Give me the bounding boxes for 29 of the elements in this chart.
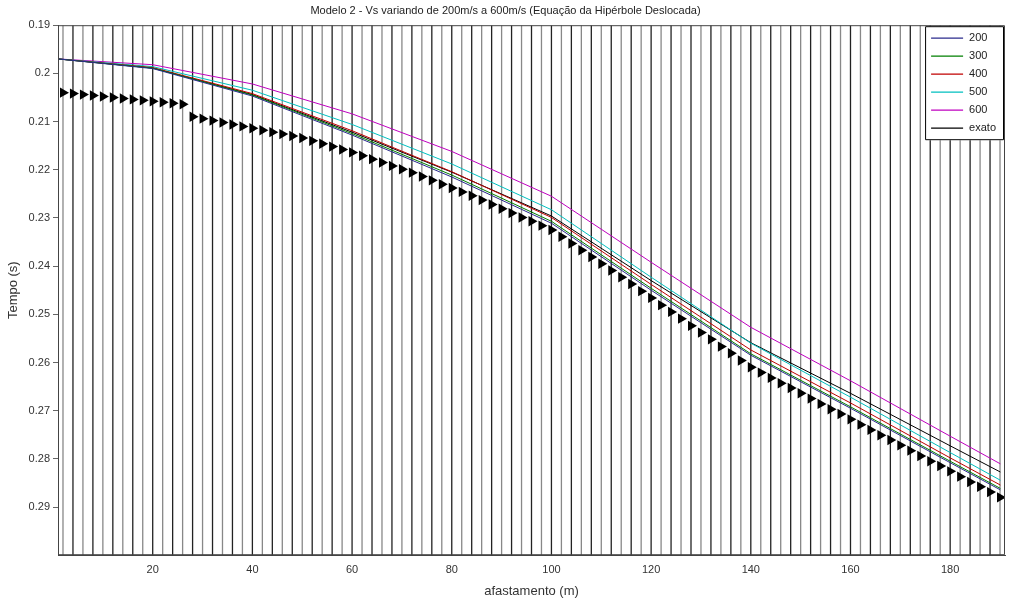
x-tick-label: 40 [246,562,259,575]
x-tick-label: 160 [841,562,860,575]
chart-title: Modelo 2 - Vs variando de 200m/s a 600m/s (Equação da Hipérbole Deslocada) [310,3,701,16]
legend-label: 200 [969,31,988,44]
y-tick-label: 0.26 [28,355,51,368]
legend-label: 600 [969,103,988,116]
x-axis-title: afastamento (m) [484,582,579,598]
x-tick-label: 100 [542,562,561,575]
y-tick-label: 0.23 [28,210,51,223]
x-tick-label: 20 [146,562,159,575]
y-tick-label: 0.28 [28,451,51,464]
y-tick-label: 0.22 [28,162,51,175]
legend-label: 400 [969,67,988,80]
legend-label: 300 [969,49,988,62]
y-tick-label: 0.24 [28,259,51,272]
y-tick-label: 0.25 [28,307,51,320]
y-tick-label: 0.27 [28,403,51,416]
x-tick-label: 120 [641,562,661,575]
x-tick-label: 140 [741,562,760,575]
legend-label: exato [969,121,997,134]
y-tick-label: 0.21 [28,114,51,127]
y-axis-title: Tempo (s) [5,261,21,320]
y-tick-label: 0.19 [28,18,51,31]
y-tick-label: 0.2 [34,66,51,79]
x-tick-label: 80 [445,562,458,575]
x-tick-label: 180 [940,562,960,575]
x-tick-label: 60 [345,562,359,575]
y-tick-label: 0.29 [28,500,51,513]
legend-label: 500 [969,85,988,98]
